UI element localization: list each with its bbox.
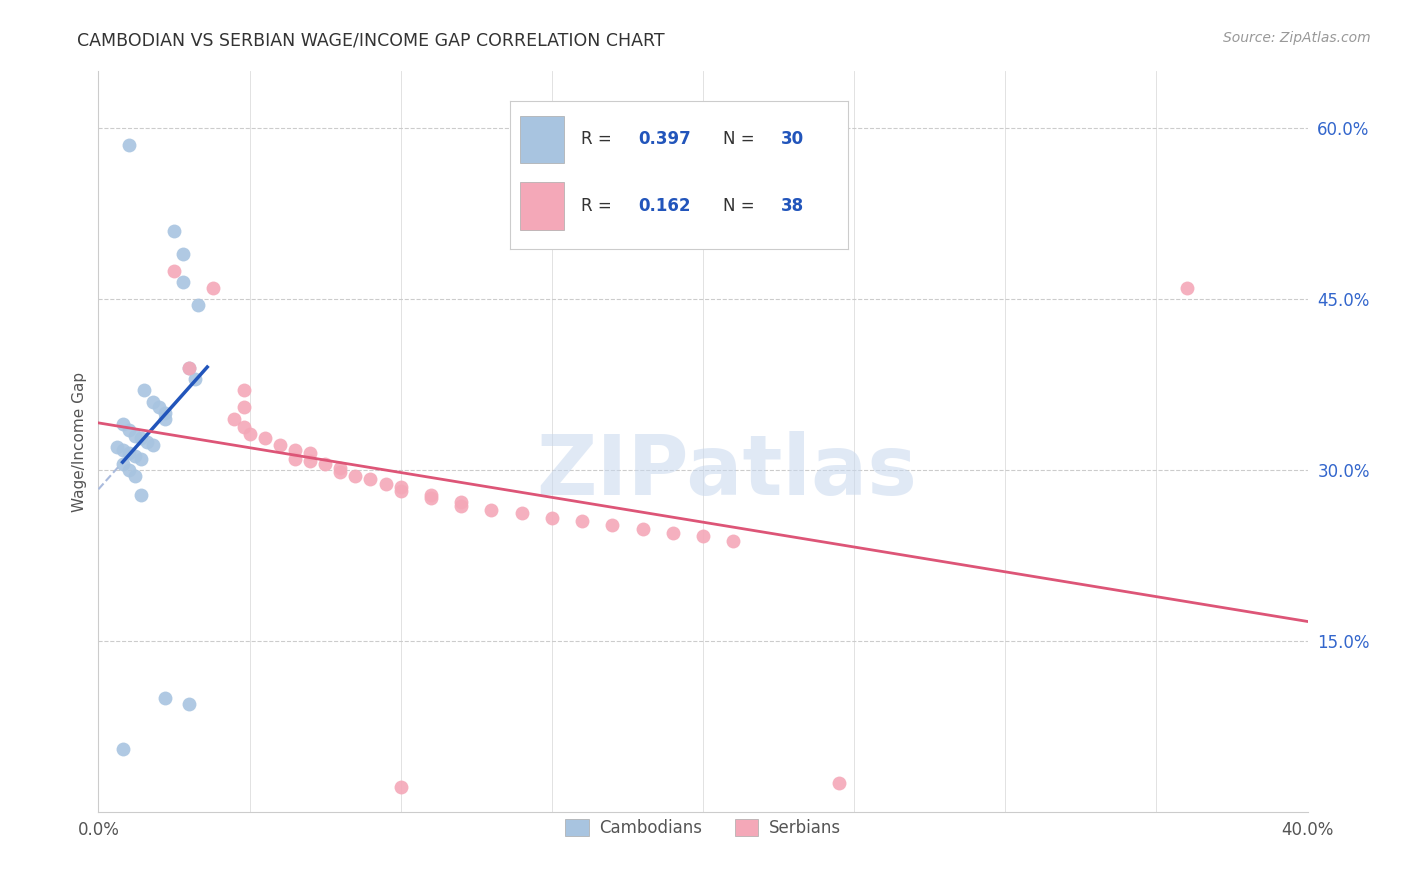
Point (374, 476, 396, 491)
Point (129, 488, 152, 502)
Point (105, 440, 128, 454)
Text: ZIPatlas: ZIPatlas (537, 431, 918, 512)
Point (269, 438, 291, 452)
Point (420, 488, 443, 502)
Point (299, 446, 322, 460)
Point (314, 458, 336, 472)
Point (111, 442, 134, 457)
Text: CAMBODIAN VS SERBIAN WAGE/INCOME GAP CORRELATION CHART: CAMBODIAN VS SERBIAN WAGE/INCOME GAP COR… (77, 31, 665, 49)
Point (232, 401, 254, 415)
Point (179, 360, 201, 375)
Point (179, 360, 201, 375)
Point (148, 401, 170, 415)
Point (360, 472, 382, 486)
Point (284, 451, 307, 466)
Point (450, 500, 472, 514)
Point (202, 281, 225, 295)
Point (163, 224, 186, 238)
Point (135, 434, 157, 449)
Point (132, 384, 155, 398)
Point (253, 431, 276, 445)
Point (172, 246, 194, 260)
Point (571, 514, 593, 528)
Point (124, 450, 146, 464)
Point (450, 495, 472, 509)
Text: Source: ZipAtlas.com: Source: ZipAtlas.com (1223, 31, 1371, 45)
Point (299, 454, 322, 468)
Point (187, 298, 209, 312)
Point (329, 465, 352, 479)
Point (118, 138, 141, 153)
Point (481, 503, 503, 517)
Point (142, 394, 165, 409)
Point (602, 517, 624, 532)
Point (153, 411, 176, 425)
Point (692, 529, 714, 543)
Point (540, 511, 562, 525)
Point (389, 483, 412, 498)
Y-axis label: Wage/Income Gap: Wage/Income Gap (72, 371, 87, 512)
Point (118, 463, 141, 477)
Point (344, 468, 367, 483)
Point (420, 491, 443, 506)
Point (184, 372, 207, 386)
Point (153, 406, 176, 420)
Point (111, 742, 134, 756)
Point (828, 776, 851, 790)
Point (118, 423, 141, 437)
Point (142, 438, 165, 452)
Point (723, 533, 745, 548)
Point (232, 384, 254, 398)
Point (224, 411, 246, 425)
Point (129, 431, 152, 445)
Point (661, 525, 683, 540)
Point (510, 506, 533, 520)
Point (111, 458, 134, 472)
Point (389, 780, 412, 794)
Point (284, 442, 307, 457)
Point (111, 417, 134, 432)
Point (232, 419, 254, 434)
Point (163, 263, 186, 277)
Point (389, 480, 412, 494)
Point (129, 451, 152, 466)
Point (124, 468, 146, 483)
Point (1175, 281, 1198, 295)
Point (172, 275, 194, 289)
Legend: Cambodians, Serbians: Cambodians, Serbians (558, 813, 848, 844)
Point (153, 690, 176, 705)
Point (329, 460, 352, 475)
Point (124, 429, 146, 443)
Point (239, 426, 262, 441)
Point (179, 697, 201, 711)
Point (118, 446, 141, 460)
Point (631, 522, 654, 536)
